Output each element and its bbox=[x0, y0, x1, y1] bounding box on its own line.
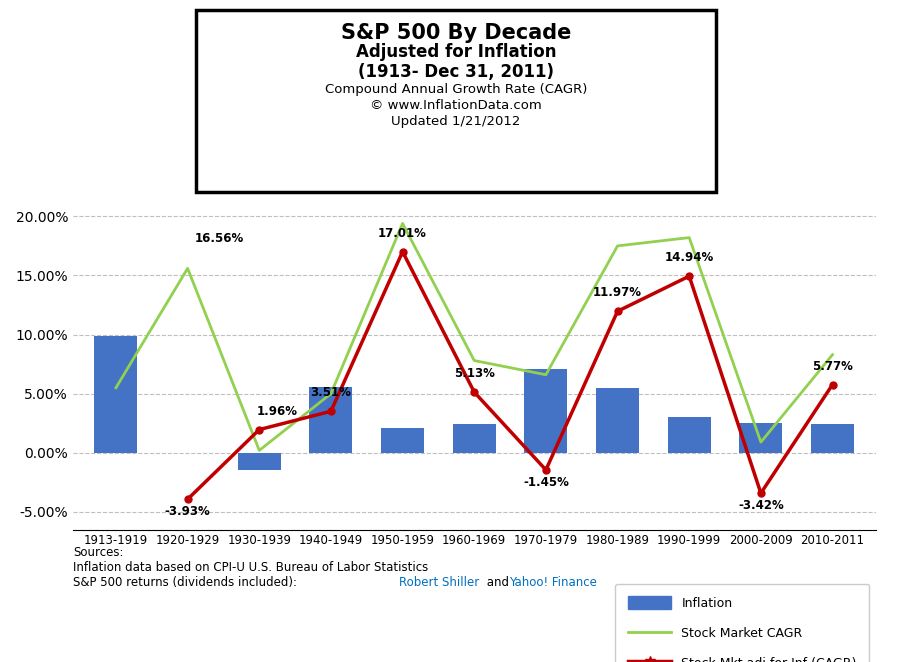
Bar bbox=[667, 417, 710, 453]
Bar bbox=[596, 388, 639, 453]
Text: Compound Annual Growth Rate (CAGR): Compound Annual Growth Rate (CAGR) bbox=[324, 83, 587, 96]
Stock Market CAGR bbox=[468, 357, 479, 365]
Text: 11.97%: 11.97% bbox=[592, 287, 641, 299]
Text: Sources:: Sources: bbox=[73, 546, 123, 559]
Bar bbox=[309, 387, 352, 453]
Bar bbox=[381, 428, 424, 453]
Text: -3.93%: -3.93% bbox=[165, 505, 210, 518]
Stock Mkt adj for Inf (CAGR) bbox=[325, 407, 336, 415]
Stock Market CAGR bbox=[325, 390, 336, 398]
Bar bbox=[524, 369, 567, 453]
Text: -3.42%: -3.42% bbox=[737, 499, 783, 512]
Line: Stock Mkt adj for Inf (CAGR): Stock Mkt adj for Inf (CAGR) bbox=[184, 248, 835, 502]
Stock Market CAGR bbox=[754, 438, 765, 446]
Stock Mkt adj for Inf (CAGR) bbox=[253, 426, 264, 434]
Stock Mkt adj for Inf (CAGR) bbox=[468, 388, 479, 396]
Text: 5.77%: 5.77% bbox=[811, 359, 852, 373]
Text: Yahoo! Finance: Yahoo! Finance bbox=[508, 576, 596, 589]
Text: 14.94%: 14.94% bbox=[664, 252, 713, 264]
Stock Mkt adj for Inf (CAGR) bbox=[396, 248, 407, 256]
Stock Market CAGR bbox=[683, 234, 694, 242]
Text: Robert Shiller: Robert Shiller bbox=[398, 576, 478, 589]
Text: 1.96%: 1.96% bbox=[256, 404, 297, 418]
Bar bbox=[452, 424, 496, 453]
Text: Updated 1/21/2012: Updated 1/21/2012 bbox=[391, 115, 520, 128]
Stock Market CAGR bbox=[611, 242, 622, 250]
Stock Mkt adj for Inf (CAGR) bbox=[683, 272, 694, 280]
Bar bbox=[739, 423, 782, 453]
Text: 16.56%: 16.56% bbox=[195, 232, 244, 245]
Text: (1913- Dec 31, 2011): (1913- Dec 31, 2011) bbox=[358, 63, 553, 81]
Stock Market CAGR bbox=[540, 371, 551, 379]
Stock Market CAGR bbox=[182, 264, 193, 272]
Line: Stock Market CAGR: Stock Market CAGR bbox=[116, 224, 832, 450]
Text: Adjusted for Inflation: Adjusted for Inflation bbox=[355, 43, 556, 61]
Stock Mkt adj for Inf (CAGR) bbox=[611, 307, 622, 315]
Text: Inflation data based on CPI-U U.S. Bureau of Labor Statistics: Inflation data based on CPI-U U.S. Burea… bbox=[73, 561, 428, 575]
Stock Mkt adj for Inf (CAGR) bbox=[826, 381, 837, 389]
Text: 3.51%: 3.51% bbox=[310, 387, 351, 399]
Bar bbox=[238, 453, 281, 471]
Legend: Inflation, Stock Market CAGR, Stock Mkt adj for Inf (CAGR): Inflation, Stock Market CAGR, Stock Mkt … bbox=[615, 584, 868, 662]
Text: -1.45%: -1.45% bbox=[522, 476, 568, 489]
Stock Mkt adj for Inf (CAGR) bbox=[182, 495, 193, 503]
Text: © www.InflationData.com: © www.InflationData.com bbox=[370, 99, 541, 112]
Stock Mkt adj for Inf (CAGR) bbox=[754, 489, 765, 497]
Stock Market CAGR bbox=[110, 384, 121, 392]
Stock Market CAGR bbox=[396, 220, 407, 228]
Stock Market CAGR bbox=[253, 446, 264, 454]
Text: S&P 500 By Decade: S&P 500 By Decade bbox=[341, 23, 570, 43]
Text: 17.01%: 17.01% bbox=[378, 227, 426, 240]
Stock Mkt adj for Inf (CAGR) bbox=[540, 466, 551, 474]
Text: 5.13%: 5.13% bbox=[454, 367, 494, 380]
Stock Market CAGR bbox=[826, 351, 837, 359]
Bar bbox=[95, 336, 138, 453]
Bar bbox=[810, 424, 853, 453]
Text: S&P 500 returns (dividends included):: S&P 500 returns (dividends included): bbox=[73, 576, 301, 589]
Text: and: and bbox=[483, 576, 513, 589]
